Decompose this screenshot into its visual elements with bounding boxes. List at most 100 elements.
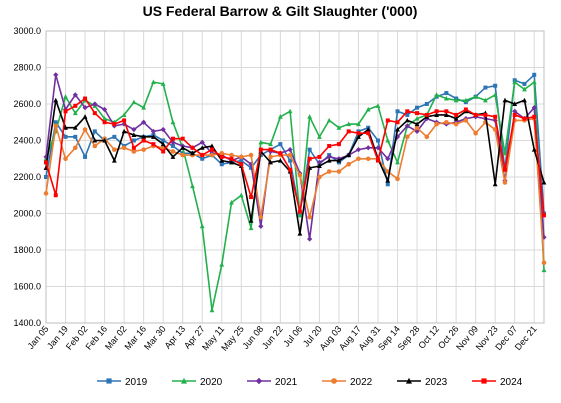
data-point: [346, 161, 352, 167]
data-point: [512, 112, 517, 117]
data-point: [122, 118, 127, 123]
legend-label: 2020: [200, 377, 223, 388]
data-point: [414, 121, 420, 127]
data-point: [542, 213, 546, 218]
data-point: [331, 378, 337, 384]
y-tick-label: 2600.0: [13, 99, 41, 109]
data-point: [376, 158, 380, 163]
series-2020: [43, 79, 547, 313]
data-point: [72, 125, 78, 130]
data-point: [72, 92, 78, 98]
legend-item-2023: 2023: [397, 377, 448, 388]
data-point: [209, 143, 215, 148]
data-point: [287, 108, 293, 114]
data-point: [481, 378, 487, 384]
data-point: [102, 120, 107, 125]
y-tick-label: 2000.0: [13, 209, 41, 219]
data-point: [160, 126, 166, 133]
legend-item-2024: 2024: [472, 377, 523, 388]
data-point: [63, 156, 68, 162]
data-point: [190, 150, 195, 156]
data-point: [112, 134, 117, 139]
data-point: [92, 143, 98, 149]
data-point: [365, 145, 371, 151]
data-point: [297, 209, 302, 214]
data-point: [141, 105, 147, 110]
y-tick-label: 2400.0: [13, 136, 41, 146]
data-point: [238, 154, 244, 160]
data-point: [102, 137, 107, 143]
data-point: [453, 121, 459, 127]
data-point: [131, 126, 137, 133]
data-point: [131, 149, 137, 154]
x-tick-label: Dec 21: [513, 324, 539, 352]
data-point: [443, 95, 449, 101]
series-line: [45, 97, 545, 216]
data-point: [532, 72, 537, 77]
data-point: [297, 172, 303, 178]
data-point: [326, 117, 332, 123]
data-point: [346, 129, 351, 134]
data-point: [287, 152, 293, 158]
data-point: [82, 105, 88, 111]
data-point: [376, 138, 380, 143]
data-point: [141, 119, 147, 125]
data-point: [307, 236, 313, 242]
data-point: [53, 72, 59, 78]
data-point: [43, 191, 49, 196]
data-point: [141, 134, 147, 139]
data-point: [424, 134, 430, 140]
x-tick-label: Jun 22: [260, 324, 285, 351]
data-point: [502, 97, 508, 103]
x-tick-label: Jul 06: [281, 324, 304, 349]
data-point: [395, 120, 400, 125]
data-point: [248, 218, 254, 223]
data-point: [317, 134, 322, 139]
chart-title: US Federal Barrow & Gilt Slaughter ('000…: [143, 3, 418, 19]
data-point: [219, 154, 224, 159]
data-point: [385, 137, 391, 143]
data-point: [268, 159, 273, 165]
data-point: [92, 101, 98, 107]
data-point: [434, 109, 439, 114]
data-point: [63, 125, 68, 130]
data-point: [229, 152, 234, 158]
data-point: [356, 156, 361, 162]
data-point: [199, 223, 205, 229]
data-point: [366, 131, 371, 136]
data-point: [170, 143, 175, 148]
data-point: [238, 192, 244, 198]
data-point: [483, 97, 488, 103]
data-point: [53, 97, 59, 103]
x-tick-label: Mar 30: [142, 324, 168, 352]
data-point: [141, 138, 146, 143]
data-point: [199, 145, 205, 150]
data-point: [424, 102, 429, 106]
data-point: [72, 145, 78, 151]
data-point: [160, 81, 166, 86]
data-point: [209, 152, 215, 158]
data-point: [297, 212, 303, 218]
y-axis: 1400.0 1600.0 1800.0 2000.0 2200.0 2400.0 2600…: [13, 26, 41, 328]
data-point: [210, 147, 214, 152]
data-point: [92, 137, 98, 143]
data-point: [44, 175, 48, 179]
data-point: [327, 143, 332, 148]
data-point: [395, 126, 400, 132]
data-point: [463, 107, 468, 112]
data-point: [414, 128, 420, 134]
data-point: [150, 128, 157, 134]
data-point: [83, 154, 88, 159]
data-point: [44, 160, 48, 165]
data-point: [531, 105, 537, 111]
data-point: [453, 116, 459, 121]
data-point: [111, 157, 117, 163]
data-point: [541, 179, 547, 185]
data-point: [473, 112, 478, 117]
data-point: [170, 149, 176, 154]
data-point: [493, 114, 498, 119]
data-point: [180, 136, 185, 141]
legend-label: 2023: [425, 377, 448, 388]
series-line: [45, 81, 545, 312]
